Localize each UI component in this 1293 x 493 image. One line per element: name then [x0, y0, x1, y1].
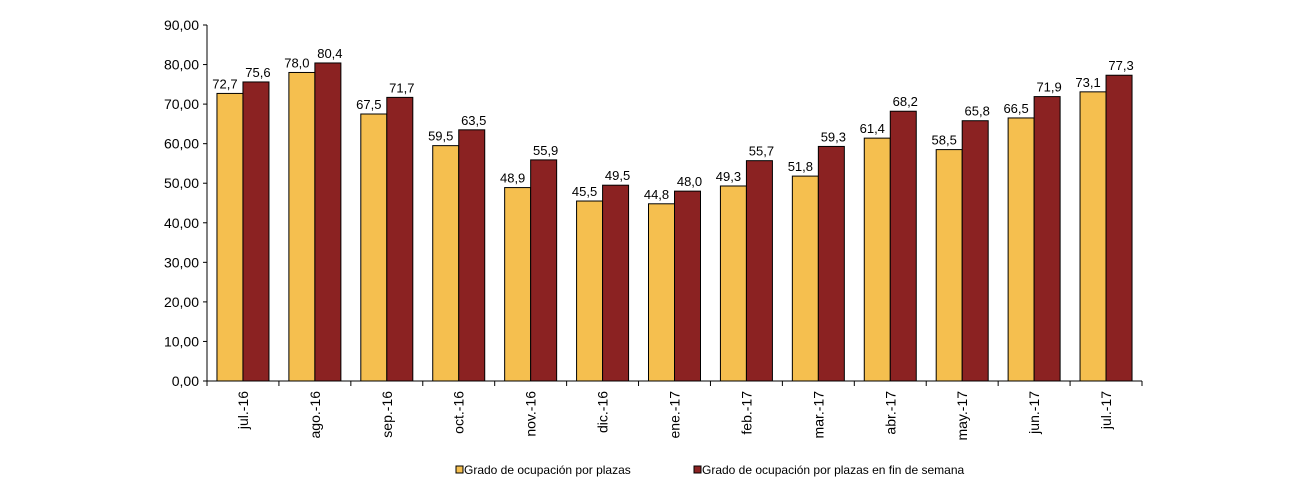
x-tick-label: abr.-17	[882, 391, 898, 435]
bar-ocupacion-plazas	[719, 185, 747, 382]
bar-ocupacion-fin-semana	[1033, 96, 1061, 382]
x-tick-label: ago.-16	[307, 391, 323, 439]
bar-ocupacion-fin-semana	[530, 159, 558, 382]
bar-ocupacion-plazas	[504, 187, 532, 382]
data-label: 71,9	[1036, 80, 1061, 95]
y-tick-label: 70,00	[164, 96, 199, 112]
x-tick-label: jun.-17	[1026, 391, 1042, 435]
data-label: 55,9	[533, 143, 558, 158]
data-label: 59,3	[821, 129, 846, 144]
y-tick-label: 30,00	[164, 254, 199, 270]
data-label: 65,8	[965, 104, 990, 119]
bar-ocupacion-fin-semana	[674, 190, 701, 382]
bars	[216, 62, 1133, 382]
bar-ocupacion-plazas	[576, 200, 604, 382]
bar-ocupacion-fin-semana	[314, 62, 342, 382]
bar-ocupacion-plazas	[648, 203, 675, 382]
bar-ocupacion-fin-semana	[602, 184, 630, 382]
x-tick-label: nov.-16	[523, 391, 539, 437]
axes: 0,00 10,00 20,00 30,00 40,00 50,00 60,00 70,00 8…	[164, 17, 1143, 441]
bar-ocupacion-plazas	[216, 92, 244, 382]
data-label: 58,5	[932, 133, 957, 148]
data-label: 61,4	[860, 121, 885, 136]
x-tick-label: feb.-17	[738, 391, 754, 435]
y-tick-label: 90,00	[164, 17, 199, 33]
y-tick-label: 50,00	[164, 175, 199, 191]
x-tick-label: jul.-16	[235, 391, 251, 430]
bar-ocupacion-plazas	[791, 175, 819, 382]
y-tick-label: 20,00	[164, 294, 199, 310]
bar-ocupacion-plazas	[863, 137, 891, 382]
bar-ocupacion-fin-semana	[889, 110, 917, 382]
bar-ocupacion-fin-semana	[242, 81, 270, 382]
x-tick-label: dic.-16	[595, 391, 611, 433]
y-tick-label: 40,00	[164, 215, 199, 231]
data-label: 44,8	[644, 187, 669, 202]
x-tick-label: mar.-17	[810, 391, 826, 439]
data-label: 66,5	[1003, 101, 1028, 116]
data-label: 75,6	[245, 65, 270, 80]
data-label: 48,0	[677, 174, 702, 189]
y-tick-label: 10,00	[164, 333, 199, 349]
data-label: 71,7	[389, 80, 414, 95]
bar-ocupacion-plazas	[432, 145, 460, 382]
data-label: 68,2	[893, 94, 918, 109]
legend-label-ocupacion-fin-semana: Grado de ocupación por plazas en fin de …	[702, 463, 964, 477]
bar-ocupacion-plazas	[1079, 91, 1107, 382]
data-label: 67,5	[356, 97, 381, 112]
legend-swatch-ocupacion-plazas	[455, 465, 464, 474]
y-tick-label: 80,00	[164, 57, 199, 73]
bar-ocupacion-plazas	[1007, 117, 1035, 382]
y-tick-label: 60,00	[164, 136, 199, 152]
x-tick-label: may.-17	[954, 391, 970, 441]
x-tick-label: sep.-16	[379, 391, 395, 438]
bar-ocupacion-fin-semana	[961, 120, 989, 382]
bar-ocupacion-fin-semana	[458, 129, 486, 382]
legend-swatch-ocupacion-fin-semana	[693, 465, 702, 474]
bar-ocupacion-plazas	[288, 71, 316, 382]
data-label: 59,5	[428, 129, 453, 144]
data-label: 49,5	[605, 168, 630, 183]
x-tick-label: ene.-17	[667, 391, 683, 439]
data-label: 45,5	[572, 184, 597, 199]
bar-ocupacion-fin-semana	[745, 160, 773, 382]
x-tick-label: oct.-16	[451, 391, 467, 434]
x-tick-label: jul.-17	[1098, 391, 1114, 430]
data-label: 51,8	[788, 159, 813, 174]
legend: Grado de ocupación por plazas Grado de oc…	[455, 463, 964, 477]
y-tick-label: 0,00	[172, 373, 199, 389]
bar-ocupacion-fin-semana	[817, 145, 845, 382]
bar-ocupacion-fin-semana	[386, 96, 414, 382]
data-label: 73,1	[1075, 75, 1100, 90]
data-label: 49,3	[716, 169, 741, 184]
data-label: 48,9	[500, 171, 525, 186]
bar-ocupacion-plazas	[360, 113, 388, 382]
data-label: 55,7	[749, 144, 774, 159]
data-label: 72,7	[212, 76, 237, 91]
bar-ocupacion-fin-semana	[1105, 74, 1133, 382]
bar-ocupacion-plazas	[935, 149, 963, 382]
data-label: 78,0	[284, 55, 309, 70]
legend-label-ocupacion-plazas: Grado de ocupación por plazas	[464, 463, 631, 477]
data-label: 63,5	[461, 113, 486, 128]
data-labels: 72,7 75,6 78,0 80,4 67,5 71,7 59,5 63,5 48,9 55,9…	[212, 46, 1133, 202]
data-label: 77,3	[1108, 58, 1133, 73]
data-label: 80,4	[317, 46, 342, 61]
